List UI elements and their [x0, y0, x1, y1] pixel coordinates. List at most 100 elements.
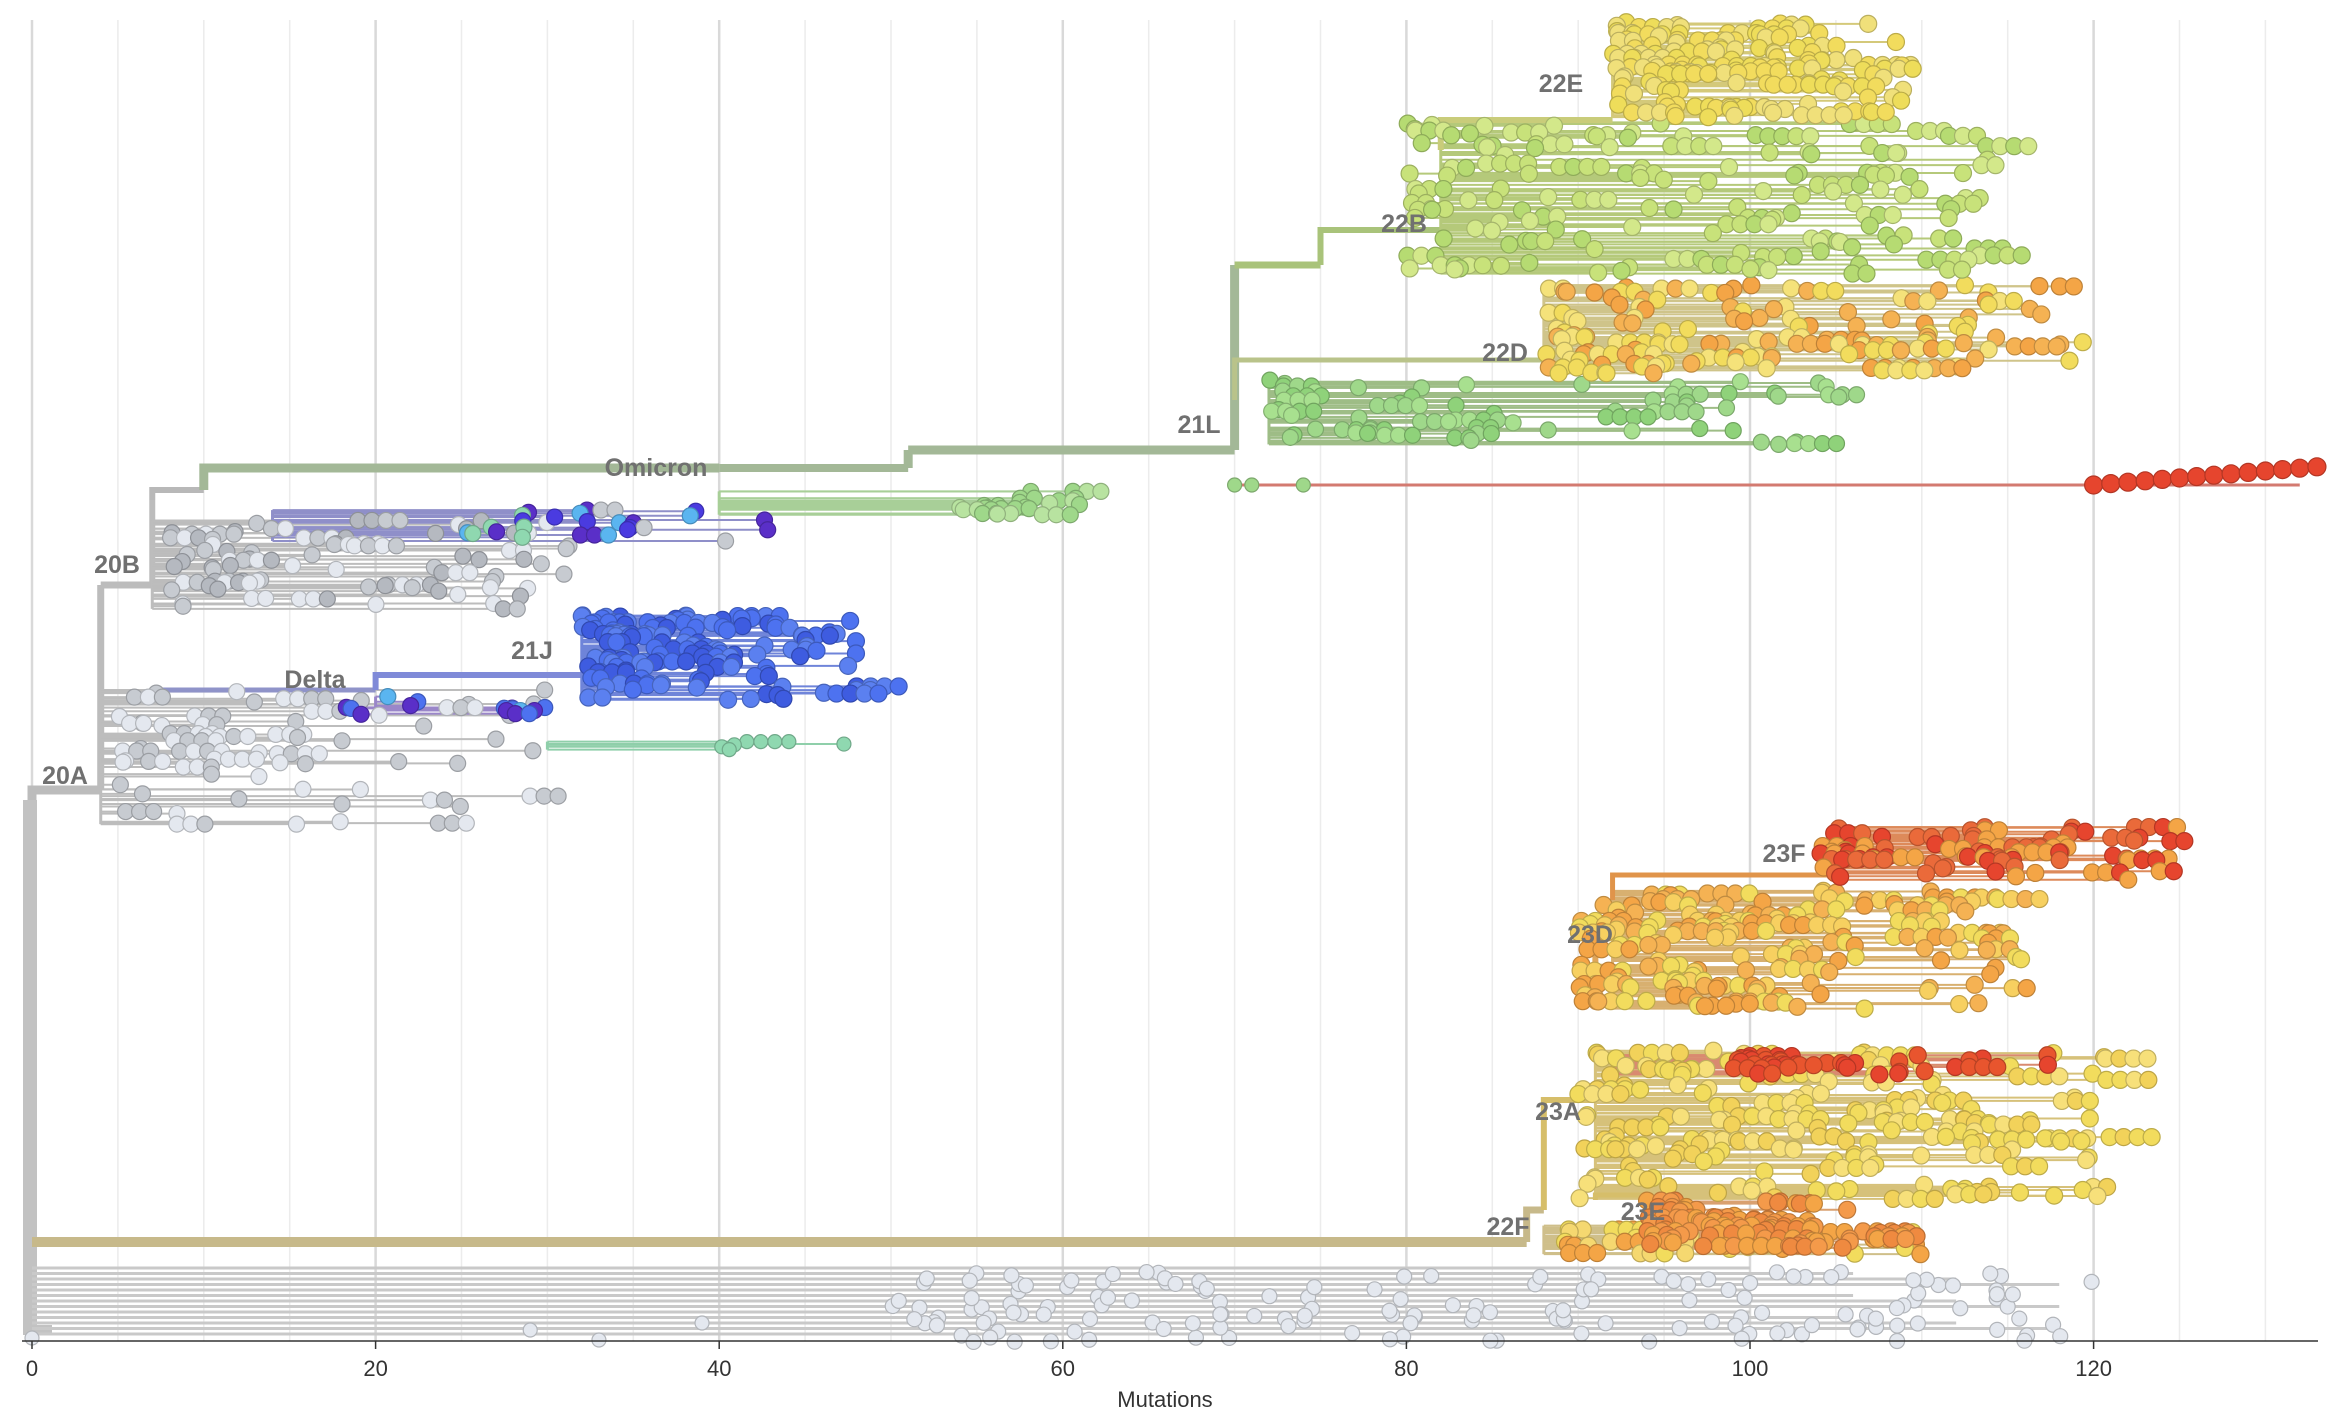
- tree-tip: [402, 697, 420, 715]
- tree-tip: [1155, 1320, 1172, 1338]
- tree-tip: [1680, 1276, 1697, 1293]
- tree-tip: [1573, 230, 1592, 249]
- tree-tip: [240, 574, 259, 592]
- tree-tip: [1742, 1181, 1761, 1200]
- tree-tip: [1704, 1041, 1723, 1060]
- tree-tip: [2076, 822, 2095, 841]
- tree-tip: [1830, 388, 1848, 406]
- tree-tip: [2012, 246, 2031, 265]
- tree-tip: [174, 597, 192, 615]
- tree-tip: [303, 546, 321, 564]
- tree-tip: [1704, 137, 1723, 156]
- tree-tip: [1870, 1065, 1889, 1084]
- tree-tip: [1699, 172, 1718, 191]
- tree-tip: [1699, 108, 1718, 127]
- tree-tip: [1827, 900, 1846, 919]
- tree-tip: [487, 730, 505, 748]
- tree-tip: [2011, 950, 2031, 969]
- tree-tip: [1573, 1325, 1590, 1342]
- tree-tip: [202, 765, 221, 783]
- tree-tip: [1296, 1307, 1313, 1324]
- tree-tip: [1682, 354, 1701, 373]
- tree-tip: [318, 590, 336, 608]
- tree-tip: [1663, 1149, 1682, 1168]
- tree-tip: [1532, 1268, 1549, 1285]
- tree-tip: [1061, 506, 1079, 524]
- tree-tip: [1727, 73, 1746, 92]
- tree-tip: [1671, 1107, 1690, 1126]
- tree-tip: [1615, 992, 1634, 1011]
- tree-tip: [1664, 925, 1683, 944]
- tree-tip: [1666, 106, 1685, 126]
- tree-tip: [928, 1317, 945, 1334]
- tree-tip: [1184, 1315, 1201, 1332]
- tree-tip: [1457, 376, 1476, 394]
- tree-tip: [1592, 157, 1611, 177]
- tree-tip: [1623, 217, 1642, 237]
- tree-tip: [1402, 1315, 1419, 1332]
- tree-tip: [1381, 1302, 1398, 1319]
- tree-tip: [1915, 1062, 1934, 1081]
- tree-tip: [1423, 1267, 1440, 1285]
- tree-branch: [1592, 1192, 1647, 1200]
- tree-tip: [1834, 106, 1853, 125]
- tree-tip: [1859, 14, 1878, 33]
- tree-tip: [1226, 477, 1243, 493]
- tree-tip: [1827, 434, 1846, 453]
- tree-tip: [1893, 185, 1912, 204]
- tree-tip: [1823, 1268, 1840, 1286]
- tree-tip: [1212, 1306, 1229, 1323]
- tree-tip: [1585, 283, 1604, 302]
- tree-tip: [1784, 1140, 1803, 1159]
- tree-tip: [716, 532, 735, 550]
- clade-label: 23A: [1535, 1098, 1581, 1126]
- tree-tip: [1639, 935, 1658, 955]
- tree-tip: [1099, 1289, 1117, 1306]
- tree-tip: [2072, 1132, 2091, 1151]
- tree-tip: [1434, 179, 1453, 199]
- tree-tip: [1066, 1323, 1083, 1340]
- tree-tip: [2045, 1186, 2064, 1205]
- tree-tip: [1092, 482, 1110, 500]
- clade-label: 23F: [1762, 840, 1805, 868]
- tree-tip: [145, 802, 163, 821]
- tree-tip: [1847, 386, 1866, 404]
- tree-tip: [619, 520, 637, 539]
- tree-tips: [24, 13, 2327, 1351]
- tree-tip: [1439, 413, 1458, 431]
- tree-tip: [1611, 1084, 1630, 1104]
- tree-tip: [1668, 1076, 1687, 1095]
- tree-tip: [1465, 1307, 1482, 1324]
- tree-tip: [820, 626, 839, 645]
- tree-tip: [2290, 458, 2310, 478]
- tree-tip: [555, 565, 573, 583]
- tree-tip: [1573, 375, 1591, 394]
- tree-tip: [1803, 1317, 1821, 1334]
- tree-tip: [1855, 999, 1874, 1018]
- tree-tip: [2017, 1130, 2036, 1149]
- tree-tip: [1736, 961, 1756, 980]
- tree-tip: [1905, 1272, 1922, 1289]
- tree-tip: [677, 652, 696, 671]
- tree-tip: [1782, 204, 1801, 223]
- tree-tip: [1504, 414, 1522, 432]
- tree-tip: [1280, 1318, 1297, 1335]
- tree-tip: [2135, 471, 2155, 491]
- tree-tip: [351, 780, 369, 799]
- tree-tip: [1909, 1315, 1926, 1332]
- tree-tip: [1759, 332, 1778, 351]
- tree-tip: [1759, 215, 1778, 234]
- tree-tip: [2004, 291, 2023, 311]
- tree-tip: [1952, 1300, 1969, 1317]
- tree-tip: [1575, 328, 1594, 347]
- tree-tip: [1840, 345, 1859, 364]
- tree-tip: [1900, 167, 1919, 186]
- tree-tip: [333, 732, 351, 750]
- tree-tip: [635, 519, 653, 537]
- tree-tip: [1801, 127, 1820, 146]
- tree-tip: [2032, 305, 2051, 324]
- tree-tip: [1623, 422, 1641, 440]
- tree-branch: [27, 1300, 52, 1335]
- tree-tip: [2084, 475, 2104, 495]
- tree-tip: [1717, 399, 1736, 417]
